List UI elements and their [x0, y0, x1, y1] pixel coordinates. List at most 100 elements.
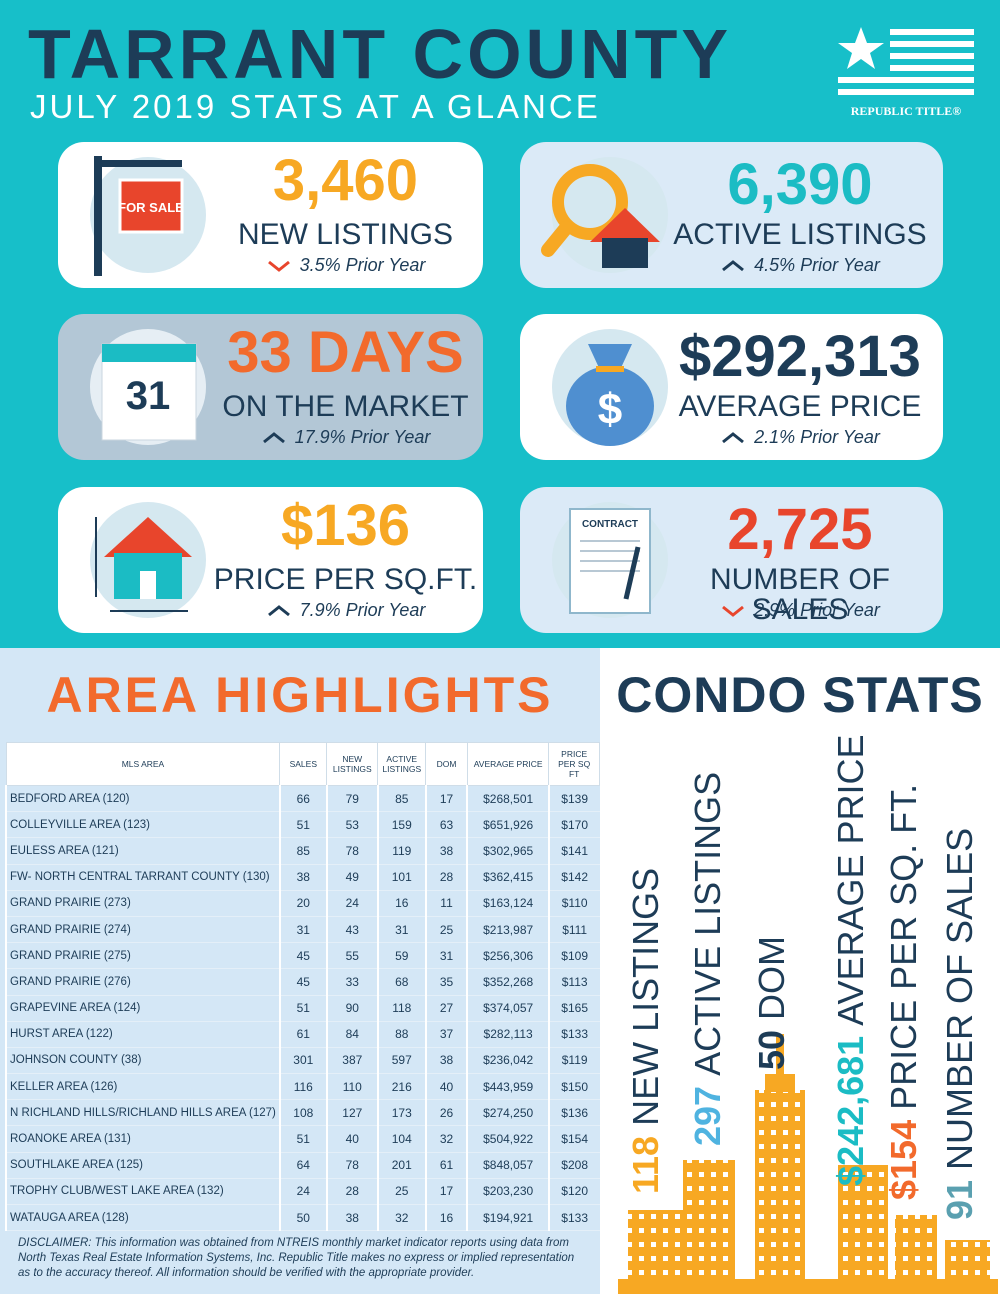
table-cell: 119 [376, 837, 426, 865]
table-cell: 38 [325, 1204, 378, 1232]
stat-change: 2.9% Prior Year [670, 601, 930, 619]
table-cell: 37 [424, 1021, 468, 1048]
change-arrow [722, 260, 745, 272]
condo-stat: 297 ACTIVE LISTINGS [687, 772, 728, 1146]
table-cell: GRAPEVINE AREA (124) [5, 995, 280, 1022]
title: TARRANT COUNTY [28, 15, 733, 93]
stat-icon [90, 502, 206, 618]
chevron [262, 432, 285, 444]
table-cell: 26 [424, 1099, 468, 1127]
table-cell: 28 [325, 1178, 378, 1206]
icon-handle [541, 221, 573, 257]
table-cell: 127 [325, 1099, 378, 1127]
table-cell: 116 [278, 1073, 327, 1101]
condo-stat: $242,681 AVERAGE PRICE [830, 734, 871, 1186]
table-cell: 53 [325, 811, 378, 839]
change-text: 7.9% Prior Year [299, 600, 426, 620]
icon-tie [596, 366, 624, 372]
stat-change: 7.9% Prior Year [208, 601, 483, 619]
table-cell: 201 [376, 1152, 426, 1179]
table-cell: 85 [278, 837, 327, 865]
condo-value: 50 [751, 1030, 792, 1070]
table-cell: 38 [278, 864, 327, 891]
change-arrow [267, 605, 290, 617]
table-cell: FW- NORTH CENTRAL TARRANT COUNTY (130) [5, 864, 280, 891]
table-cell: 27 [424, 995, 468, 1022]
table-cell: 597 [376, 1047, 426, 1075]
table-cell: 38 [424, 1047, 468, 1075]
table-cell: 61 [424, 1152, 468, 1179]
table-cell: $110 [547, 890, 600, 917]
change-text: 17.9% Prior Year [294, 427, 431, 447]
ground [618, 1279, 998, 1294]
stat-card: 6,390 ACTIVE LISTINGS 4.5% Prior Year [520, 142, 943, 288]
table-cell: 24 [278, 1178, 327, 1206]
condo-value: 118 [625, 1136, 666, 1194]
table-cell: KELLER AREA (126) [5, 1073, 280, 1101]
table-cell: $194,921 [466, 1204, 549, 1232]
logo-stripe [838, 89, 974, 95]
table-row: JOHNSON COUNTY (38) 301 387 597 38 $236,042 $1… [5, 1047, 600, 1075]
icon-arm [94, 160, 182, 167]
table-cell: 61 [278, 1021, 327, 1048]
condo-label: PRICE PER SQ. FT. [883, 784, 924, 1110]
icon-sign [118, 178, 184, 234]
stat-icon: 31 [90, 329, 206, 445]
table-cell: 387 [325, 1047, 378, 1075]
table-cell: $111 [547, 916, 600, 944]
stat-value: 3,460 [272, 148, 419, 213]
table-cell: 31 [424, 942, 468, 970]
table-cell: 45 [278, 942, 327, 970]
table-cell: TROPHY CLUB/WEST LAKE AREA (132) [5, 1178, 280, 1206]
table-cell: $236,042 [466, 1047, 549, 1075]
table-cell: 159 [376, 811, 426, 839]
table-cell: $150 [547, 1073, 600, 1101]
table-row: WATAUGA AREA (128) 50 38 32 16 $194,921 $133 [5, 1204, 600, 1232]
table-cell: WATAUGA AREA (128) [5, 1204, 280, 1232]
table-row: GRAPEVINE AREA (124) 51 90 118 27 $374,057 $16… [5, 995, 600, 1022]
table-cell: $213,987 [466, 916, 549, 944]
column-header: MLS AREA [5, 742, 281, 786]
condo-value: $154 [883, 1120, 924, 1200]
area-title: AREA HIGHLIGHTS [46, 667, 554, 723]
stat-value: 33 DAYS [227, 320, 464, 385]
table-cell: 32 [376, 1204, 426, 1232]
table-cell: $352,268 [466, 968, 549, 996]
table-cell: N RICHLAND HILLS/RICHLAND HILLS AREA (12… [5, 1099, 280, 1127]
stat-label: PRICE PER SQ.FT. [213, 563, 478, 596]
table-cell: 16 [376, 890, 426, 917]
condo-stat: 91 NUMBER OF SALES [939, 828, 980, 1220]
table-cell: 68 [376, 968, 426, 996]
column-header: AVERAGE PRICE [466, 742, 550, 786]
condo-label: ACTIVE LISTINGS [687, 772, 728, 1076]
table-cell: $154 [547, 1125, 600, 1153]
table-cell: 59 [376, 942, 426, 970]
logo-stripe [838, 77, 974, 83]
column-header: NEW LISTINGS [326, 742, 379, 786]
logo-stripe [890, 29, 974, 35]
icon-text: CONTRACT [582, 519, 638, 530]
table-cell: 90 [325, 995, 378, 1022]
building-top [765, 1074, 795, 1092]
icon-bag [566, 366, 654, 446]
table-cell: 64 [278, 1152, 327, 1179]
icon-roof [590, 208, 660, 242]
table-cell: 33 [325, 968, 378, 996]
table-row: EULESS AREA (121) 85 78 119 38 $302,965 $141 [5, 837, 600, 865]
area-table: MLS AREA SALES NEW LISTINGS ACTIVE LISTINGS… [5, 742, 600, 1232]
icon-lens [552, 164, 628, 240]
condo-stat: $154 PRICE PER SQ. FT. [883, 784, 924, 1200]
table-cell: $282,113 [466, 1021, 549, 1048]
building [755, 1090, 805, 1294]
condo-title: CONDO STATS [616, 667, 984, 723]
chevron [267, 605, 290, 617]
condo-value: 91 [939, 1180, 980, 1220]
logo-star [838, 27, 884, 69]
table-cell: 25 [424, 916, 468, 944]
change-text: 2.1% Prior Year [754, 427, 880, 447]
table-cell: 17 [424, 785, 468, 813]
icon-roof [104, 517, 192, 557]
table-row: N RICHLAND HILLS/RICHLAND HILLS AREA (12… [5, 1099, 600, 1127]
stat-label: AVERAGE PRICE [678, 390, 922, 423]
stat-icon [541, 157, 668, 273]
